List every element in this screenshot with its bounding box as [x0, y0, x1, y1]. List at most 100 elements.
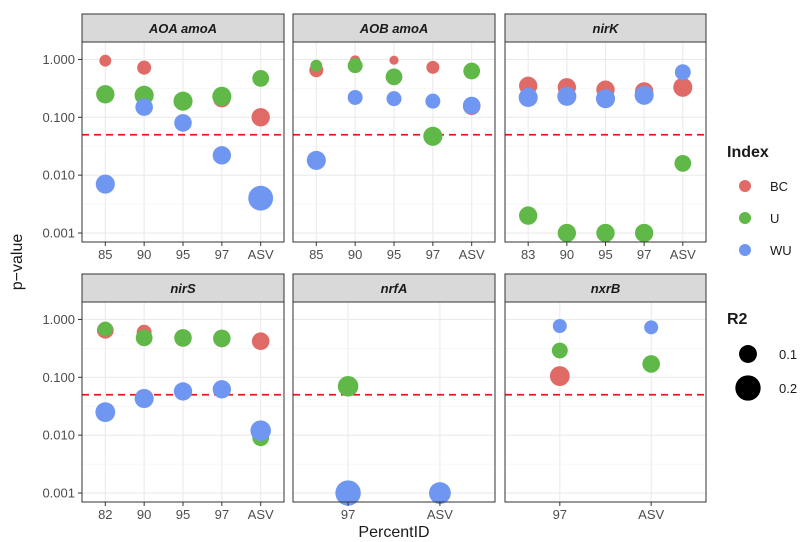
- panel-nirk-x-tick-label: ASV: [670, 247, 696, 262]
- panel-aob-amoa-point-u: [463, 62, 481, 80]
- legend-label-wu: WU: [770, 243, 792, 258]
- panel-aoa-amoa-point-bc: [137, 60, 152, 75]
- y-tick-label: 1.000: [42, 312, 75, 327]
- legend-key-bc: [739, 180, 751, 192]
- panel-nxrb-point-u: [642, 355, 660, 373]
- y-tick-label: 0.001: [42, 226, 75, 241]
- panel-nirs-x-tick-label: 95: [176, 507, 190, 522]
- legend-label-u: U: [770, 211, 779, 226]
- y-tick-label: 1.000: [42, 52, 75, 67]
- panel-nirs-strip-title: nirS: [170, 281, 196, 296]
- panel-aob-amoa-point-wu: [425, 93, 441, 109]
- legend-key-u: [739, 212, 751, 224]
- panel-aoa-amoa-x-tick-label: 85: [98, 247, 112, 262]
- panel-nrfa-point-u: [337, 375, 359, 397]
- panel-nirk-point-wu: [674, 64, 691, 81]
- panel-nrfa-point-wu: [428, 482, 451, 504]
- panel-nirs-point-wu: [134, 388, 154, 409]
- y-tick-label: 0.100: [42, 110, 75, 125]
- panel-nirs-point-wu: [212, 380, 232, 399]
- panel-aob-amoa-point-u: [423, 126, 443, 146]
- panel-nirk-x-tick-label: 90: [560, 247, 574, 262]
- panel-aob-amoa-point-u: [347, 58, 363, 74]
- panel-aob-amoa-strip: [292, 13, 496, 43]
- panel-nirk-point-wu: [595, 89, 616, 109]
- panel-aoa-amoa-point-bc: [99, 54, 112, 67]
- panel-nirk-point-bc: [673, 77, 693, 97]
- legend-r2-title: R2: [727, 311, 748, 328]
- panel-aoa-amoa-point-wu: [212, 146, 232, 165]
- y-tick-label: 0.100: [42, 370, 75, 385]
- panel-nrfa-x-tick-label: ASV: [427, 507, 453, 522]
- legend-key-wu: [739, 244, 751, 256]
- panel-aob-amoa-point-u: [385, 68, 403, 86]
- y-axis-title: p−value: [9, 234, 26, 291]
- panel-nirs-point-wu: [250, 420, 271, 441]
- panel-nrfa-background: [293, 302, 495, 502]
- panel-nirk-point-wu: [634, 85, 654, 105]
- panel-aoa-amoa-point-u: [252, 70, 270, 87]
- panel-nrfa-point-wu: [335, 480, 361, 506]
- panel-aob-amoa-x-tick-label: 90: [348, 247, 362, 262]
- panel-nxrb-strip-title: nxrB: [591, 281, 621, 296]
- panel-nxrb-background: [505, 302, 706, 502]
- panel-aob-amoa-strip-title: AOB amoA: [359, 21, 429, 36]
- panel-aob-amoa-point-u: [310, 59, 323, 72]
- panel-aoa-amoa-point-u: [96, 85, 115, 104]
- panel-aoa-amoa-x-tick-label: 97: [215, 247, 229, 262]
- panel-aob-amoa-x-tick-label: 85: [309, 247, 323, 262]
- panel-nirk-x-tick-label: 97: [637, 247, 651, 262]
- panel-aoa-amoa-x-tick-label: 95: [176, 247, 190, 262]
- panel-nrfa-x-tick-label: 97: [341, 507, 355, 522]
- panel-aoa-amoa-x-tick-label: 90: [137, 247, 151, 262]
- panel-nirk-x-tick-label: 95: [598, 247, 612, 262]
- panel-nxrb-x-tick-label: 97: [553, 507, 567, 522]
- panel-nxrb-strip: [504, 273, 707, 303]
- panel-aob-amoa-point-wu: [306, 150, 326, 170]
- panel-aoa-amoa-point-wu: [95, 174, 115, 194]
- panel-nrfa-strip-title: nrfA: [381, 281, 408, 296]
- panel-aob-amoa-x-tick-label: ASV: [459, 247, 485, 262]
- panel-nirs-point-bc: [251, 332, 270, 351]
- panel-nirk-strip-title: nirK: [593, 21, 621, 36]
- panel-nirs-x-tick-label: 97: [215, 507, 229, 522]
- panel-aoa-amoa-point-u: [212, 86, 232, 106]
- panel-nirk-point-u: [557, 223, 577, 243]
- panel-aob-amoa-point-wu: [462, 96, 481, 115]
- legend-size-key-2: [735, 375, 761, 401]
- legend-label-bc: BC: [770, 179, 788, 194]
- panel-nirk-point-u: [519, 206, 538, 225]
- panel-aob-amoa-x-tick-label: 97: [426, 247, 440, 262]
- panel-nirk-point-u: [596, 223, 615, 243]
- panel-nirs-point-u: [174, 329, 192, 347]
- x-axis-title: PercentID: [358, 524, 429, 541]
- panel-nirs-point-u: [213, 329, 231, 348]
- panel-nrfa-border: [292, 301, 496, 503]
- panel-nirk-x-tick-label: 83: [521, 247, 535, 262]
- panel-nirk-point-u: [674, 154, 692, 172]
- panel-nxrb-point-wu: [644, 320, 659, 335]
- panel-aoa-amoa-point-bc: [251, 108, 270, 127]
- panel-aoa-amoa-point-u: [173, 91, 193, 111]
- panel-nirk-point-wu: [557, 86, 577, 106]
- panel-nirk-point-u: [634, 223, 654, 243]
- panel-nirs-point-wu: [173, 382, 193, 401]
- panel-aob-amoa-point-bc: [426, 60, 440, 74]
- legend-size-label-2: 0.2: [779, 381, 797, 396]
- y-tick-label: 0.010: [42, 428, 75, 443]
- panel-aoa-amoa-point-wu: [135, 98, 153, 116]
- legend-size-label-1: 0.1: [779, 347, 797, 362]
- panel-aoa-amoa-x-tick-label: ASV: [248, 247, 274, 262]
- panel-nirs-strip: [81, 273, 285, 303]
- panel-nirs-x-tick-label: ASV: [248, 507, 274, 522]
- y-tick-label: 0.010: [42, 168, 75, 183]
- panel-aob-amoa-point-wu: [347, 89, 363, 105]
- legend-index-title: Index: [727, 144, 769, 161]
- panel-nxrb-x-tick-label: ASV: [638, 507, 664, 522]
- panel-aob-amoa-x-tick-label: 95: [387, 247, 401, 262]
- panel-aoa-amoa-point-wu: [248, 185, 274, 211]
- panel-aoa-amoa-strip-title: AOA amoA: [148, 21, 217, 36]
- panel-nirk-strip: [504, 13, 707, 43]
- panel-aob-amoa-point-bc: [389, 55, 399, 65]
